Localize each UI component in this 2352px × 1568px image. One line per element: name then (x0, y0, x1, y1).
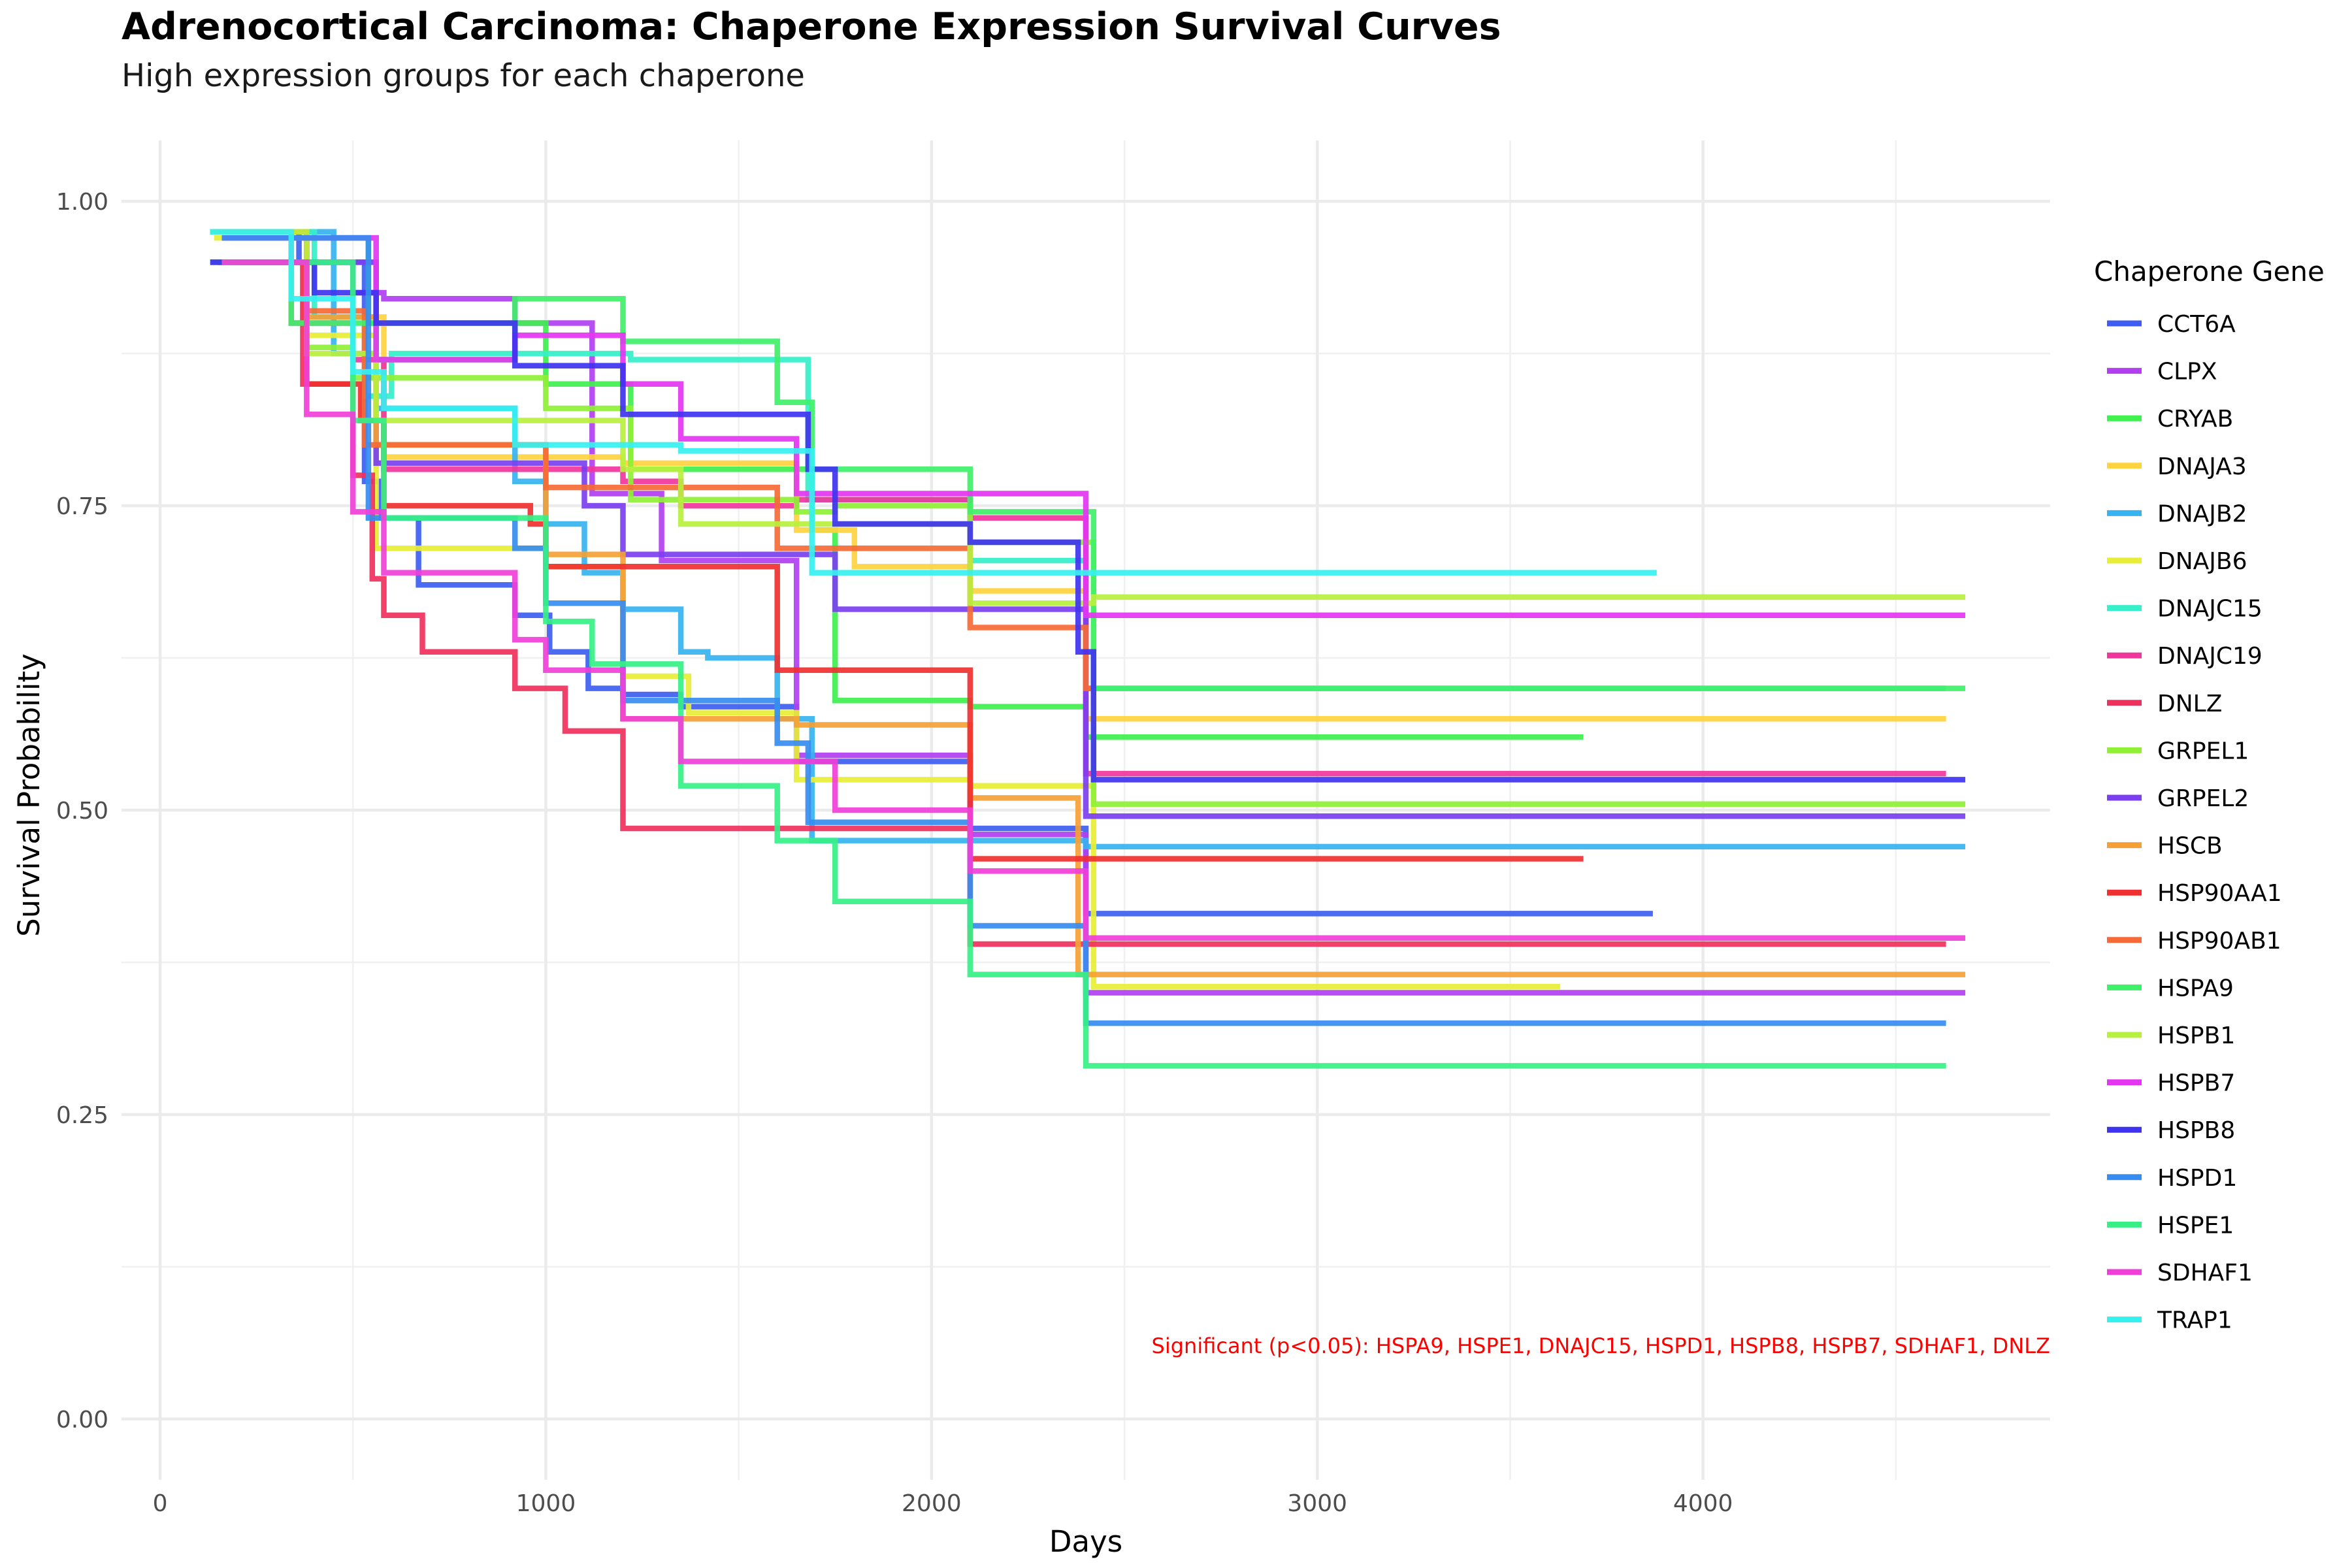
series-line-dnajc19 (218, 229, 1946, 777)
axes: 0 1000 2000 3000 4000 0.00 0.25 0.50 0.75 1.00 (56, 189, 1733, 1517)
legend-label-hspb7: HSPB7 (2157, 1070, 2235, 1097)
legend-label-hspd1: HSPD1 (2157, 1165, 2237, 1192)
legend-label-dnaja3: DNAJA3 (2157, 453, 2247, 480)
legend-label-dnajc19: DNAJC19 (2157, 643, 2262, 670)
legend-label-hspe1: HSPE1 (2157, 1212, 2234, 1239)
legend-label-cct6a: CCT6A (2157, 311, 2236, 338)
series-line-dnajb6 (214, 235, 1561, 990)
legend-label-hspa9: HSPA9 (2157, 975, 2234, 1002)
series-line-sdhaf1 (221, 259, 1966, 941)
series-line-hsp90aa1 (237, 259, 1584, 862)
x-tick-label: 1000 (516, 1490, 576, 1517)
legend-label-hsp90ab1: HSP90AB1 (2157, 928, 2281, 955)
legend-label-cryab: CRYAB (2157, 406, 2233, 433)
y-tick-label: 0.25 (56, 1102, 108, 1129)
series-line-hspb7 (221, 235, 1966, 619)
series-line-hspb1 (210, 229, 1966, 606)
x-axis-label: Days (1049, 1524, 1122, 1559)
legend-label-dnajc15: DNAJC15 (2157, 596, 2262, 623)
legend-label-dnlz: DNLZ (2157, 691, 2222, 717)
series-lines (210, 229, 1966, 1069)
y-tick-label: 0.50 (56, 798, 108, 825)
legend-label-grpel1: GRPEL1 (2157, 738, 2249, 764)
legend: Chaperone Gene CCT6A CLPX CRYAB DNAJA3 DNAJB2… (2094, 255, 2325, 1334)
y-tick-label: 0.75 (56, 493, 108, 520)
significance-annotation: Significant (p<0.05): HSPA9, HSPE1, DNAJ… (1152, 1333, 2050, 1358)
legend-label-sdhaf1: SDHAF1 (2157, 1260, 2253, 1286)
legend-label-hsp90aa1: HSP90AA1 (2157, 880, 2282, 907)
legend-label-hscb: HSCB (2157, 833, 2223, 860)
legend-label-clpx: CLPX (2157, 359, 2217, 385)
series-line-grpel2 (210, 259, 1966, 819)
y-axis-label: Survival Probability (12, 653, 46, 937)
chart-subtitle: High expression groups for each chaperon… (122, 57, 805, 94)
chart-title: Adrenocortical Carcinoma: Chaperone Expr… (122, 5, 1501, 48)
series-line-hspb8 (210, 259, 1966, 783)
legend-label-dnajb6: DNAJB6 (2157, 548, 2247, 575)
legend-label-grpel2: GRPEL2 (2157, 785, 2249, 812)
legend-label-hspb1: HSPB1 (2157, 1022, 2235, 1049)
x-tick-label: 2000 (902, 1490, 962, 1517)
series-line-hspa9 (210, 259, 1966, 691)
legend-label-hspb8: HSPB8 (2157, 1117, 2235, 1144)
series-line-cryab (221, 235, 1584, 740)
x-tick-label: 0 (153, 1490, 168, 1517)
series-line-hsp90ab1 (210, 229, 1094, 691)
legend-title: Chaperone Gene (2094, 255, 2325, 287)
legend-label-dnajb2: DNAJB2 (2157, 500, 2247, 527)
series-line-trap1 (210, 229, 1657, 576)
x-tick-label: 3000 (1287, 1490, 1347, 1517)
y-tick-label: 0.00 (56, 1407, 108, 1433)
legend-label-trap1: TRAP1 (2157, 1307, 2232, 1334)
y-tick-label: 1.00 (56, 189, 108, 216)
x-tick-label: 4000 (1673, 1490, 1733, 1517)
